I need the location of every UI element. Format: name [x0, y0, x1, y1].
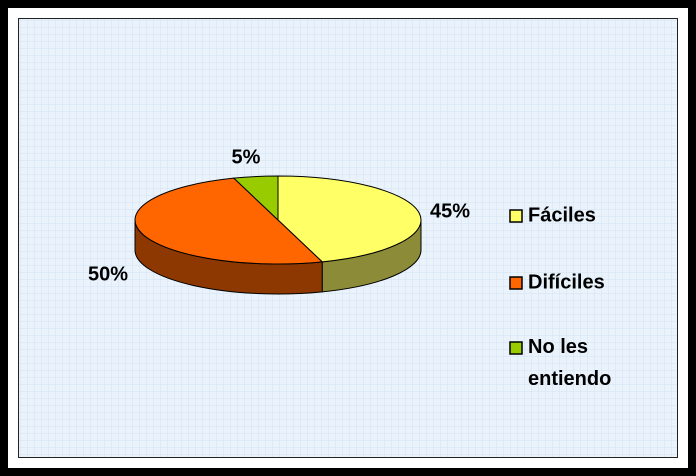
legend-label: Fáciles — [528, 204, 596, 226]
slice — [135, 177, 324, 265]
data-label: 5% — [232, 146, 261, 168]
legend-label: Difíciles — [528, 271, 605, 293]
data-label: 50% — [88, 263, 128, 285]
legend-label: No les entiendo — [528, 336, 611, 390]
legend-swatch — [509, 341, 523, 355]
legend-swatch — [509, 209, 523, 223]
slice — [277, 175, 422, 263]
slice — [232, 175, 279, 222]
legend-swatch — [509, 276, 523, 290]
data-label: 45% — [430, 200, 470, 222]
